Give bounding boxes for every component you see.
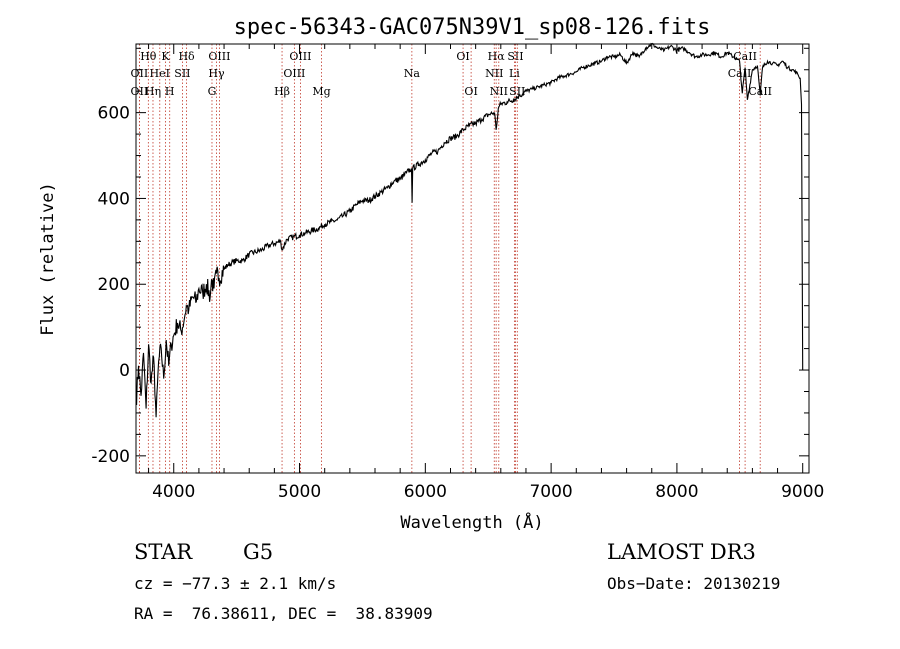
x-tick-label: 4000 (152, 482, 195, 502)
spectral-line-label: OIII (283, 67, 305, 80)
redshift-readout: cz = −77.3 ± 2.1 km/s (134, 574, 337, 593)
spectral-line-label: Hδ (178, 50, 195, 63)
spectral-line-label: OIII (289, 50, 311, 63)
x-tick-label: 7000 (529, 482, 572, 502)
spectral-line-label: G (208, 85, 217, 98)
spectral-line-label: Mg (312, 85, 330, 98)
obs-date: Obs−Date: 20130219 (607, 574, 781, 593)
spectral-line-label: OIII (208, 50, 230, 63)
x-axis-label: Wavelength (Å) (400, 511, 543, 533)
spectral-line-label: H (165, 85, 175, 98)
spectral-line-label: Na (404, 67, 421, 80)
x-tick-label: 9000 (781, 482, 824, 502)
coordinates-readout: RA = 76.38611, DEC = 38.83909 (134, 604, 433, 623)
spectral-line-label: Hα (488, 50, 506, 63)
object-class: STAR (134, 540, 193, 564)
spectral-line-label: Hη (145, 85, 161, 98)
spectral-line-label: SII (507, 50, 523, 63)
plot-frame (135, 43, 810, 474)
spectral-line-label: HeI (150, 67, 170, 80)
y-tick-label: 0 (119, 361, 130, 381)
spectrum-series-line (136, 42, 804, 418)
spectral-line-label: NII (490, 85, 508, 98)
x-tick-label: 6000 (404, 482, 447, 502)
axis-ticks-layer: 4000 5000 6000 7000 8000 9000 -200 0 200 400 600 (91, 44, 824, 502)
survey-name: LAMOST DR3 (607, 540, 756, 564)
spectral-line-label: Hγ (208, 67, 225, 80)
y-tick-label: 200 (98, 275, 130, 295)
spectral-line-label: SII (174, 67, 190, 80)
spectral-line-label: SII (509, 85, 525, 98)
spectral-line-label: CaII (733, 50, 757, 63)
spectral-line-label: Hβ (274, 85, 290, 98)
spectral-line-label: OI (456, 50, 469, 63)
y-tick-label: 400 (98, 189, 130, 209)
spectral-line-label: OI (464, 85, 477, 98)
chart-title: spec-56343-GAC075N39V1_sp08-126.fits (234, 15, 711, 40)
spectral-line-label: Li (509, 67, 520, 80)
x-tick-label: 8000 (655, 482, 698, 502)
spectral-line-label: Hθ (140, 50, 157, 63)
y-tick-label: -200 (91, 447, 130, 467)
y-axis-label: Flux (relative) (38, 182, 58, 336)
spectral-line-label: K (161, 50, 170, 63)
y-tick-label: 600 (98, 104, 130, 124)
spectral-line-label: NII (485, 67, 503, 80)
spectral-line-label: CaII (728, 67, 752, 80)
object-subclass: G5 (243, 540, 274, 564)
x-tick-label: 5000 (278, 482, 321, 502)
